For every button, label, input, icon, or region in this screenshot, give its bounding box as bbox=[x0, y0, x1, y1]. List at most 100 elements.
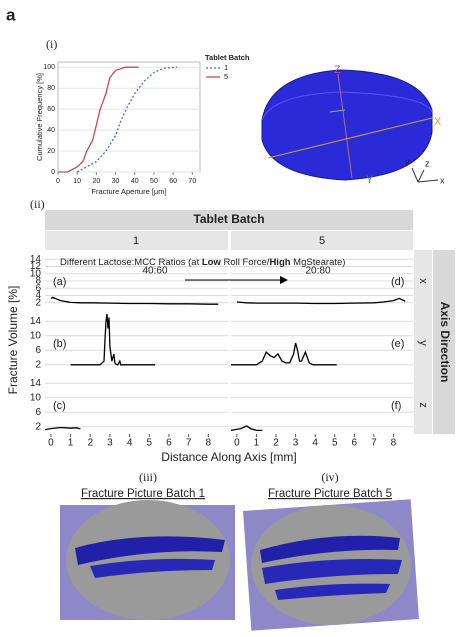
data-line bbox=[50, 296, 219, 305]
sub-label: (i) bbox=[46, 37, 57, 51]
y-tick-label: 2 bbox=[35, 297, 41, 308]
axis-triad bbox=[411, 167, 439, 183]
strip bbox=[433, 250, 455, 434]
x-tick-label: 20 bbox=[92, 178, 100, 185]
row-title: Axis Direction bbox=[438, 302, 452, 383]
x-tick-label: 70 bbox=[188, 178, 196, 185]
y-tick-label: 10 bbox=[30, 268, 42, 279]
x-tick-label: 10 bbox=[73, 178, 81, 185]
sub-label: (iii) bbox=[139, 470, 157, 484]
panel-letter: (f) bbox=[391, 400, 401, 412]
strip bbox=[45, 231, 228, 250]
y-tick-label: 10 bbox=[30, 330, 42, 341]
ratio-label: 20:80 bbox=[305, 266, 330, 277]
annotation: Different Lactose:MCC Ratios (at Low Rol… bbox=[60, 257, 345, 268]
x-tick-label: 4 bbox=[312, 438, 318, 449]
column-label: 5 bbox=[319, 235, 325, 247]
x-tick-label: 6 bbox=[352, 438, 358, 449]
strip bbox=[231, 231, 413, 250]
x-tick-label: 2 bbox=[273, 438, 279, 449]
x-tick-label: 5 bbox=[147, 438, 153, 449]
axis-label-3d: Z bbox=[334, 64, 341, 76]
y-tick-label: 20 bbox=[47, 148, 55, 155]
facet-title: Tablet Batch bbox=[193, 212, 264, 226]
y-tick-label: 8 bbox=[35, 276, 41, 287]
ratio-label: 40:60 bbox=[142, 266, 167, 277]
axis-label-3d: Y bbox=[366, 174, 374, 186]
column-label: 1 bbox=[133, 235, 139, 247]
x-tick-label: 0 bbox=[234, 438, 240, 449]
triad-label: y bbox=[405, 156, 410, 166]
y-axis-label: Fracture Volume [%] bbox=[6, 286, 20, 395]
y-tick-label: 6 bbox=[35, 345, 41, 356]
fracture-image bbox=[60, 500, 235, 620]
y-tick-label: 14 bbox=[30, 254, 42, 265]
legend-label: 1 bbox=[224, 63, 228, 72]
x-tick-label: 3 bbox=[293, 438, 299, 449]
y-tick-label: 2 bbox=[35, 421, 41, 432]
panel bbox=[45, 314, 228, 372]
y-tick-label: 10 bbox=[30, 392, 42, 403]
arrow bbox=[185, 276, 288, 284]
image-title: Fracture Picture Batch 5 bbox=[268, 488, 392, 500]
panel bbox=[231, 376, 413, 434]
panel-label: a bbox=[6, 5, 16, 24]
y-tick-label: 2 bbox=[35, 359, 41, 370]
data-line bbox=[44, 426, 81, 431]
x-tick-label: 8 bbox=[391, 438, 397, 449]
row-label: y bbox=[417, 340, 429, 346]
legend-title: Tablet Batch bbox=[205, 53, 250, 62]
strip bbox=[414, 250, 432, 434]
x-tick-label: 6 bbox=[166, 438, 172, 449]
row-label: x bbox=[417, 278, 429, 284]
y-tick-label: 14 bbox=[30, 378, 42, 389]
annotation-part: Roll Force/ bbox=[221, 257, 270, 268]
x-tick-label: 0 bbox=[56, 178, 60, 185]
y-tick-label: 14 bbox=[30, 316, 42, 327]
image-title: Fracture Picture Batch 1 bbox=[81, 488, 205, 500]
strip bbox=[45, 210, 413, 230]
y-tick-label: 60 bbox=[47, 106, 55, 113]
x-tick-label: 2 bbox=[87, 438, 93, 449]
x-tick-label: 4 bbox=[127, 438, 133, 449]
y-tick-label: 6 bbox=[35, 407, 41, 418]
axis-label-3d: X bbox=[434, 116, 442, 128]
panel-letter: (d) bbox=[391, 276, 404, 288]
fracture-image bbox=[243, 499, 419, 631]
panel-letter: (c) bbox=[53, 400, 66, 412]
y-tick-label: 4 bbox=[35, 290, 41, 301]
annotation-part: Different Lactose:MCC Ratios (at bbox=[60, 257, 202, 268]
panel bbox=[45, 376, 228, 434]
x-tick-label: 7 bbox=[186, 438, 192, 449]
x-tick-label: 40 bbox=[131, 178, 139, 185]
data-line bbox=[230, 425, 263, 432]
y-tick-label: 6 bbox=[35, 283, 41, 294]
panel-letter: (e) bbox=[391, 338, 404, 350]
y-tick-label: 12 bbox=[30, 261, 42, 272]
x-tick-label: 0 bbox=[48, 438, 54, 449]
row-label: z bbox=[417, 402, 429, 408]
annotation-part: Low bbox=[202, 257, 222, 268]
data-line bbox=[231, 342, 337, 366]
y-tick-label: 40 bbox=[47, 127, 55, 134]
data-line bbox=[58, 66, 139, 173]
sub-label: (ii) bbox=[30, 197, 45, 211]
triad-label: x bbox=[440, 175, 445, 185]
x-tick-label: 1 bbox=[254, 438, 260, 449]
y-tick-label: 80 bbox=[47, 85, 55, 92]
legend-label: 5 bbox=[224, 72, 228, 81]
y-tick-label: 100 bbox=[43, 64, 55, 71]
x-tick-label: 1 bbox=[68, 438, 74, 449]
x-tick-label: 5 bbox=[332, 438, 338, 449]
x-axis-label: Fracture Aperture [µm] bbox=[91, 187, 166, 196]
triad-label: z bbox=[425, 158, 430, 168]
x-tick-label: 30 bbox=[112, 178, 120, 185]
data-line bbox=[76, 66, 178, 173]
x-axis-label: Distance Along Axis [mm] bbox=[161, 450, 296, 464]
panel-letter: (b) bbox=[53, 338, 66, 350]
data-line bbox=[236, 297, 406, 305]
plot-area bbox=[57, 61, 201, 173]
x-tick-label: 8 bbox=[206, 438, 212, 449]
x-tick-label: 7 bbox=[371, 438, 377, 449]
